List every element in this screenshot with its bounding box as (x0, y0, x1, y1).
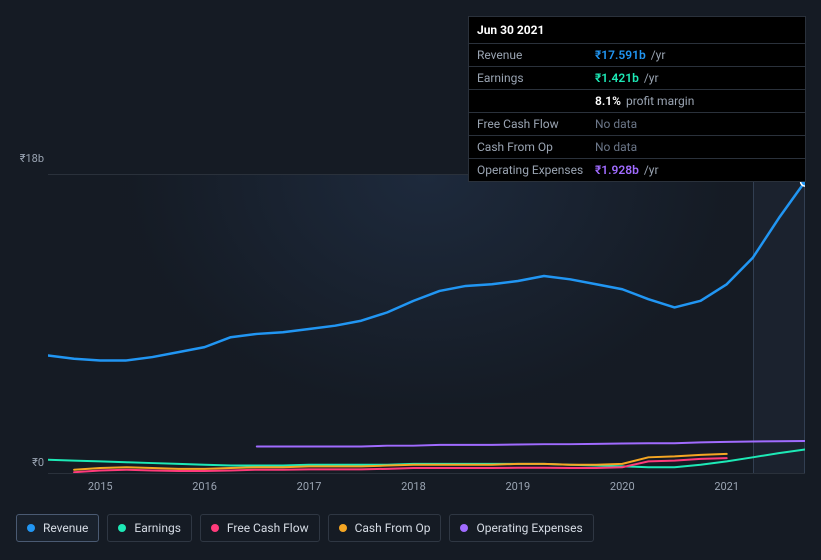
tooltip-row-label: Free Cash Flow (477, 117, 595, 131)
tooltip-row-fcf: Free Cash FlowNo data (469, 113, 805, 136)
legend-item-revenue[interactable]: Revenue (16, 514, 99, 542)
legend-swatch (211, 524, 219, 532)
chart[interactable]: ₹18b ₹0 2015 2016 2017 2018 2019 2020 2021 (16, 152, 806, 507)
legend-label: Earnings (134, 521, 181, 535)
chart-container: Jun 30 2021 Revenue₹17.591b /yrEarnings₹… (0, 0, 821, 560)
tooltip-row-value: ₹17.591b /yr (595, 48, 797, 62)
x-tick: 2020 (610, 480, 635, 493)
tooltip-row-earnings-sub: 8.1% profit margin (469, 90, 805, 113)
y-axis-min-label: ₹0 (16, 456, 44, 469)
legend: Revenue Earnings Free Cash Flow Cash From O… (16, 514, 594, 542)
y-axis-max-label: ₹18b (16, 152, 44, 165)
series-line-revenue (48, 182, 805, 361)
legend-item-cfo[interactable]: Cash From Op (328, 514, 442, 542)
x-tick: 2015 (88, 480, 113, 493)
plot-area[interactable] (48, 174, 805, 474)
legend-label: Free Cash Flow (227, 521, 309, 535)
legend-item-earnings[interactable]: Earnings (107, 514, 192, 542)
hover-tooltip: Jun 30 2021 Revenue₹17.591b /yrEarnings₹… (468, 16, 806, 182)
tooltip-row-label: Operating Expenses (477, 163, 595, 177)
legend-item-fcf[interactable]: Free Cash Flow (200, 514, 320, 542)
tooltip-date: Jun 30 2021 (469, 17, 805, 44)
x-tick: 2019 (505, 480, 530, 493)
tooltip-row-value: ₹1.928b /yr (595, 163, 797, 177)
tooltip-row-value: No data (595, 117, 797, 131)
tooltip-row-cfo: Cash From OpNo data (469, 136, 805, 159)
tooltip-row-revenue: Revenue₹17.591b /yr (469, 44, 805, 67)
legend-label: Revenue (43, 521, 88, 535)
x-tick: 2021 (714, 480, 739, 493)
tooltip-row-label: Earnings (477, 71, 595, 85)
legend-swatch (460, 524, 468, 532)
legend-swatch (27, 524, 35, 532)
tooltip-row-opex: Operating Expenses₹1.928b /yr (469, 159, 805, 181)
series-lines (48, 175, 805, 473)
legend-item-opex[interactable]: Operating Expenses (449, 514, 593, 542)
x-tick: 2017 (297, 480, 322, 493)
legend-swatch (339, 524, 347, 532)
series-line-opex (257, 441, 805, 446)
x-tick: 2018 (401, 480, 426, 493)
legend-swatch (118, 524, 126, 532)
legend-label: Cash From Op (355, 521, 431, 535)
tooltip-row-earnings: Earnings₹1.421b /yr (469, 67, 805, 90)
tooltip-row-label: Cash From Op (477, 140, 595, 154)
x-tick: 2016 (192, 480, 217, 493)
legend-label: Operating Expenses (476, 521, 582, 535)
tooltip-row-value: ₹1.421b /yr (595, 71, 797, 85)
x-axis-ticks: 2015 2016 2017 2018 2019 2020 2021 (48, 480, 805, 498)
tooltip-row-label: Revenue (477, 48, 595, 62)
tooltip-row-value: No data (595, 140, 797, 154)
